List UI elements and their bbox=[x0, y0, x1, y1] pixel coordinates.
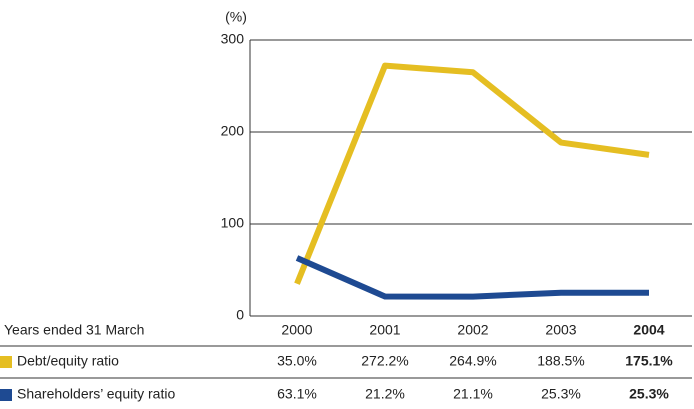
table-value: 25.3% bbox=[629, 386, 669, 402]
y-tick-label: 300 bbox=[221, 31, 245, 47]
x-tick-label: 2001 bbox=[369, 322, 400, 338]
y-axis-label: (%) bbox=[225, 9, 247, 25]
y-tick-label: 100 bbox=[221, 215, 245, 231]
table-value: 21.2% bbox=[365, 386, 405, 402]
table-value: 175.1% bbox=[625, 353, 673, 369]
table-value: 272.2% bbox=[361, 353, 408, 369]
y-tick-label: 200 bbox=[221, 123, 245, 139]
x-tick-label: 2000 bbox=[281, 322, 312, 338]
legend-swatch bbox=[0, 356, 12, 368]
legend-label: Shareholders’ equity ratio bbox=[17, 386, 175, 402]
table-value: 188.5% bbox=[537, 353, 584, 369]
table-value: 63.1% bbox=[277, 386, 317, 402]
table-header: Years ended 31 March bbox=[4, 322, 144, 338]
table-value: 21.1% bbox=[453, 386, 493, 402]
table-value: 264.9% bbox=[449, 353, 496, 369]
table-value: 25.3% bbox=[541, 386, 581, 402]
x-tick-label: 2004 bbox=[633, 322, 664, 338]
x-tick-label: 2002 bbox=[457, 322, 488, 338]
x-tick-label: 2003 bbox=[545, 322, 576, 338]
table-value: 35.0% bbox=[277, 353, 317, 369]
legend-swatch bbox=[0, 389, 12, 401]
legend-label: Debt/equity ratio bbox=[17, 353, 119, 369]
y-tick-label: 0 bbox=[236, 307, 244, 323]
series-line bbox=[294, 62, 650, 285]
series-line bbox=[295, 255, 649, 300]
